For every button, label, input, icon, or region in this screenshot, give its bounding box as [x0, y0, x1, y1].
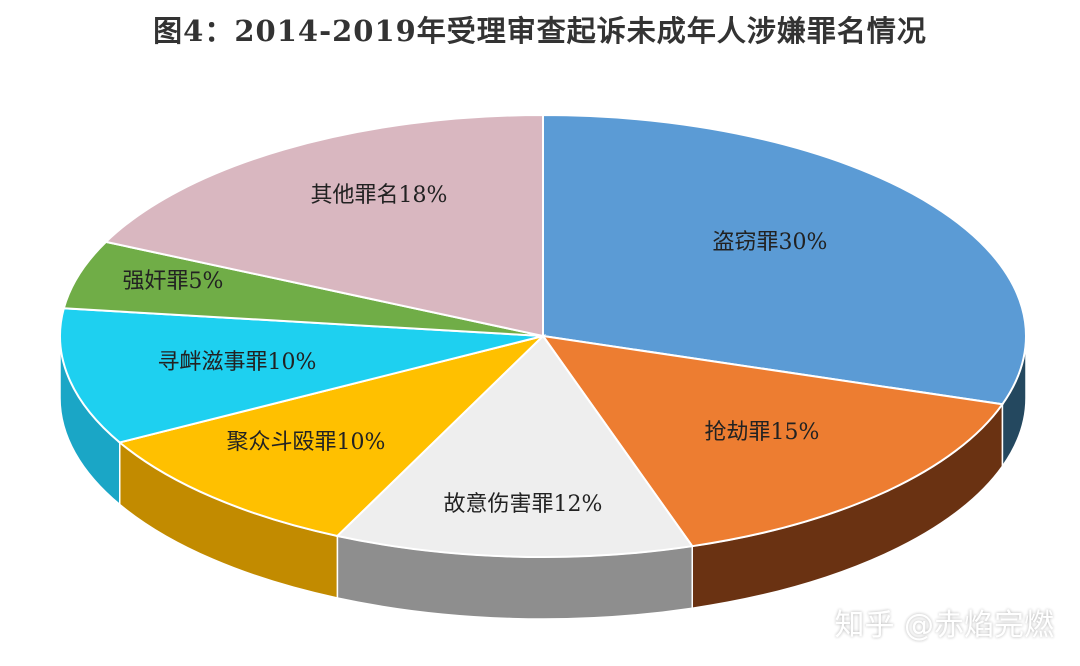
pie-top-faces — [59, 113, 1027, 558]
pie-slice-3 — [335, 334, 695, 558]
slice-label-7: 其他罪名18% — [311, 183, 448, 208]
slice-label-3: 故意伤害罪12% — [444, 492, 603, 517]
pie-slice-6 — [62, 240, 544, 337]
pie-slice-labels: 盗窃罪30% 抢劫罪15% 故意伤害罪12% 聚众斗殴罪10% 寻衅滋事罪10% 强奸罪5… — [123, 183, 828, 517]
pie-slice-5 — [59, 307, 544, 444]
pie-slice-4 — [117, 334, 547, 538]
chart-title: 图4：2014-2019年受理审查起诉未成年人涉嫌罪名情况 — [153, 14, 927, 48]
pie-slice-7 — [103, 113, 544, 338]
slice-label-1: 盗窃罪30% — [713, 230, 828, 255]
pie-slice-2 — [540, 334, 1005, 548]
pie-slice-1 — [542, 113, 1027, 406]
watermark-text: 知乎 @赤焰完燃 — [834, 608, 1054, 643]
slice-label-4: 聚众斗殴罪10% — [227, 430, 386, 455]
slice-label-5: 寻衅滋事罪10% — [158, 350, 317, 375]
slice-label-6: 强奸罪5% — [123, 269, 224, 294]
slice-label-2: 抢劫罪15% — [705, 420, 820, 445]
